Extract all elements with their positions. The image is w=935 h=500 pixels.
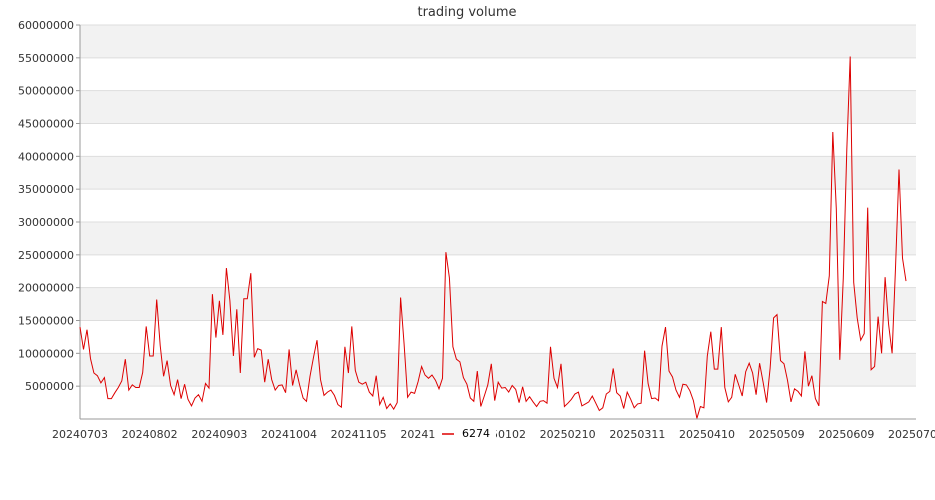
grid-lines [80,24,916,387]
legend-label: 6274 [462,427,490,440]
x-tick-label: 20240903 [191,428,247,441]
y-tick-label: 10000000 [18,347,74,360]
grid-band [80,353,916,387]
y-tick-label: 40000000 [18,150,74,163]
x-tick-label: 20250708 [888,428,935,441]
grid-bands [80,25,916,387]
x-tick-label: 20241105 [331,428,387,441]
x-tick-label: 20240703 [52,428,108,441]
x-tick-label: 20250210 [540,428,596,441]
y-tick-label: 5000000 [25,380,74,393]
chart-title: trading volume [417,5,516,20]
series-line [79,56,907,419]
grid-band [80,287,916,321]
y-tick-label: 35000000 [18,183,74,196]
y-tick-label: 25000000 [18,249,74,262]
y-tick-label: 55000000 [18,52,74,65]
legend-box [436,425,496,442]
x-tick-label: 20250509 [749,428,805,441]
legend: 6274 [436,425,496,442]
series-layer [79,56,907,419]
grid-band [80,156,916,190]
x-tick-label: 20241004 [261,428,317,441]
y-tick-label: 15000000 [18,315,74,328]
y-tick-label: 20000000 [18,282,74,295]
y-axis: 5000000 10000000 15000000 20000000 25000000 3… [18,19,81,419]
y-tick-label: 50000000 [18,85,74,98]
grid-band [80,222,916,255]
x-tick-label: 20250410 [679,428,735,441]
y-tick-label: 30000000 [18,216,74,229]
x-tick-label: 20240802 [122,428,178,441]
y-tick-label: 60000000 [18,19,74,32]
y-tick-label: 45000000 [18,118,74,131]
x-tick-label: 20250609 [818,428,874,441]
grid-band [80,90,916,124]
x-tick-label: 20250311 [609,428,665,441]
grid-band [80,25,916,58]
